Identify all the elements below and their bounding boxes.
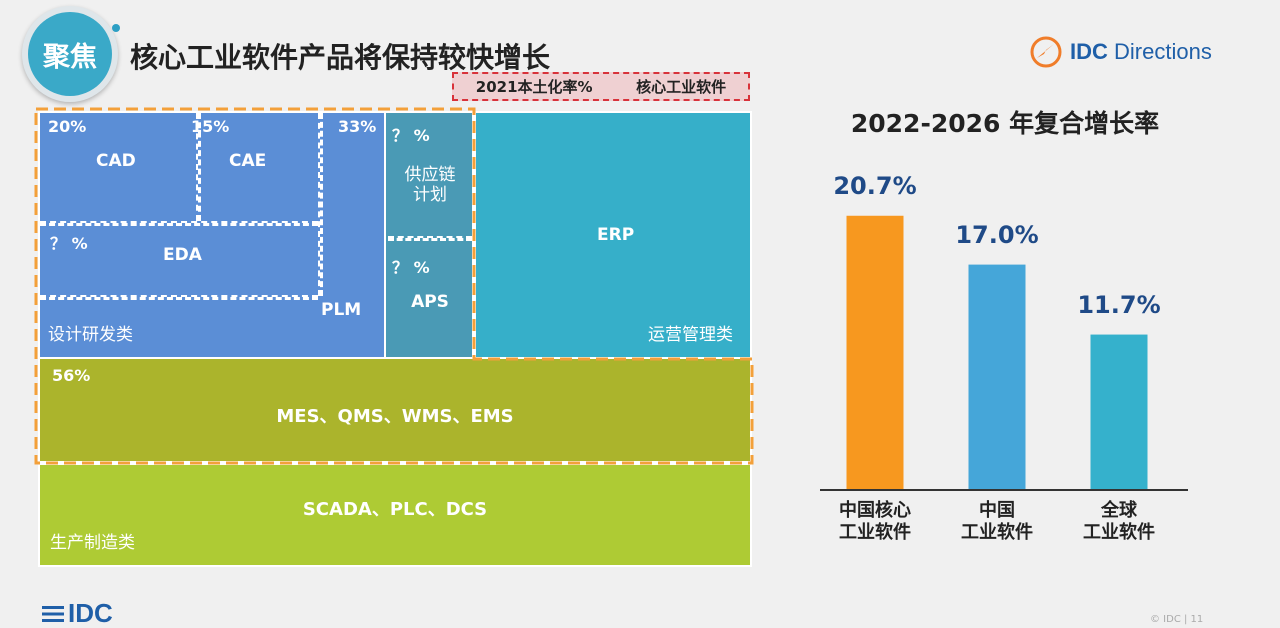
footer-logo: IDC [42,598,113,628]
treemap-scada-block [38,463,752,567]
bar-2 [1090,334,1148,489]
brand-name-light: Directions [1114,39,1212,64]
eda-right-divider [318,113,323,296]
aps-pct: ？ % [392,258,430,277]
idc-logo-lines-icon [42,605,64,622]
footer-logo-text: IDC [68,598,113,628]
eda-pct: ？ % [50,234,88,253]
erp-label: ERP [597,225,635,245]
cad-label: CAD [96,151,136,171]
cad-eda-divider [40,221,318,226]
mes-label: MES、QMS、WMS、EMS [276,406,514,427]
ops-group-label: 运营管理类 [648,325,733,345]
legend-rate-label: 2021本土化率% [475,78,593,96]
page-number: © IDC | 11 [1150,614,1204,625]
brand-name-strong: IDC [1070,39,1108,64]
cae-pct: 15% [191,117,230,136]
page-title: 核心工业软件产品将保持较快增长 [130,41,551,74]
scada-label: SCADA、PLC、DCS [302,499,488,520]
plm-pct: 33% [338,117,377,136]
cae-label: CAE [229,151,267,171]
compass-icon [1030,36,1062,68]
x-axis-line [820,489,1188,491]
bar-category-label-1: 中国 工业软件 [961,500,1033,543]
scm-pct: ？ % [392,126,430,145]
legend-box: 2021本土化率% 核心工业软件 [452,72,750,101]
bar-category-label-0: 中国核心 工业软件 [839,500,911,543]
mes-pct: 56% [52,366,91,385]
eda-bottom-divider [40,295,318,300]
legend-series-label: 核心工业软件 [636,78,727,96]
treemap-design-block [38,111,386,359]
aps-label: APS [411,292,449,312]
bar-0 [846,215,904,489]
scm-aps-divider [388,236,472,241]
brand-name: IDC Directions [1070,39,1212,65]
bar-value-label-1: 17.0% [955,220,1039,249]
mfg-group-label: 生产制造类 [50,533,135,553]
chart-title: 2022-2026 年复合增长率 [850,109,1160,138]
cad-pct: 20% [48,117,87,136]
cad-cae-divider [196,113,201,221]
bar-category-label-2: 全球 工业软件 [1083,500,1155,543]
brand-logo: IDC Directions [1030,36,1212,68]
bar-1 [968,264,1026,489]
title-badge: 聚焦 [28,12,112,96]
badge-dot [112,24,120,32]
design-group-label: 设计研发类 [48,325,133,345]
eda-label: EDA [163,245,202,265]
bar-value-label-0: 20.7% [833,171,917,200]
bar-value-label-2: 11.7% [1077,290,1161,319]
treemap-erp-block [474,111,752,359]
plm-label: PLM [321,300,362,320]
scm-label: 供应链 计划 [404,165,456,205]
